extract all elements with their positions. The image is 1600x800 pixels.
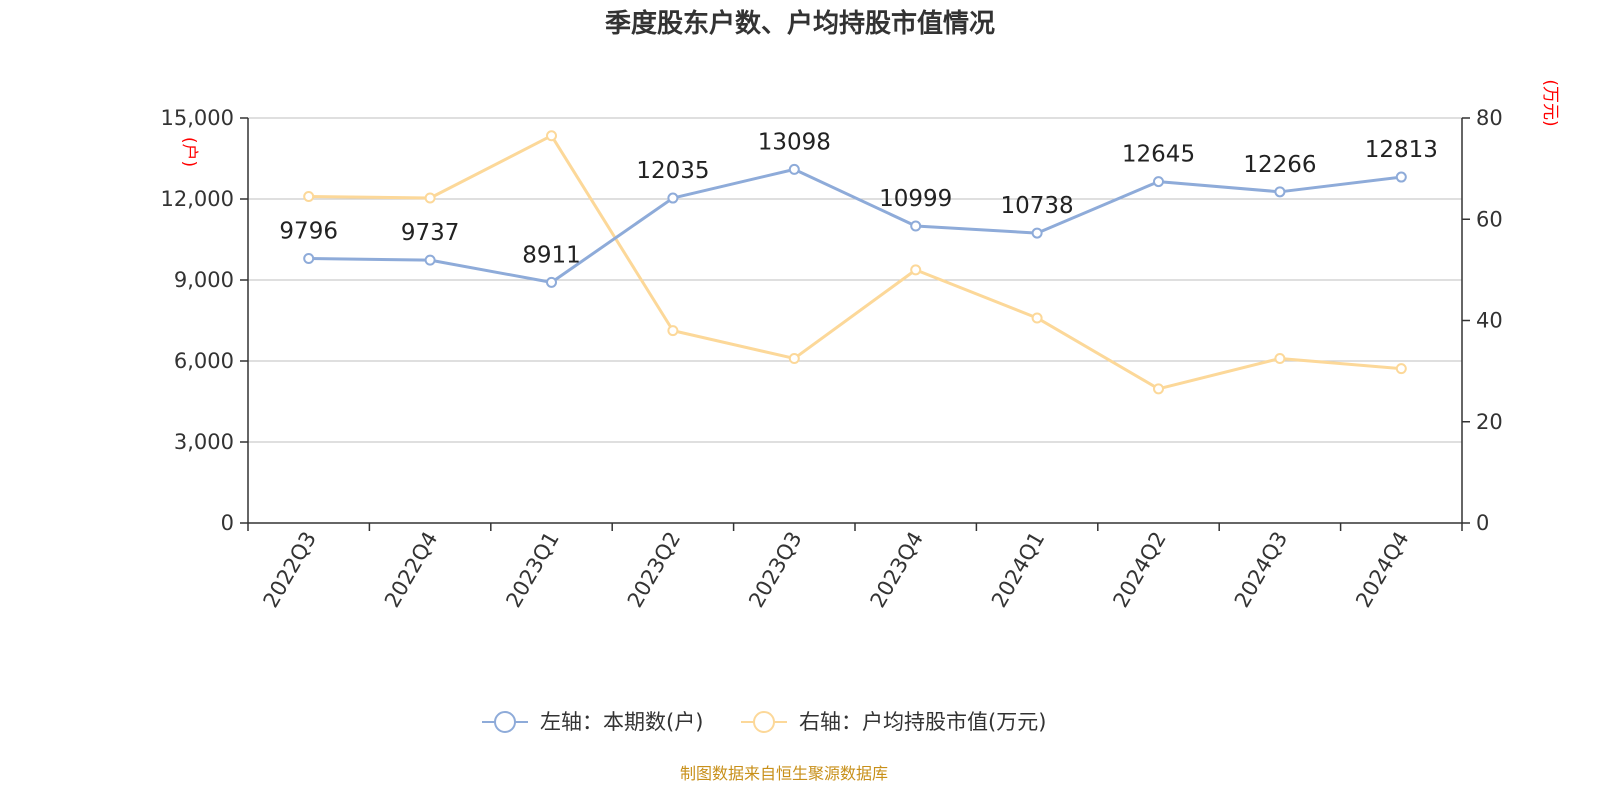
x-tick-label: 2023Q2: [623, 528, 685, 612]
data-label: 12813: [1365, 137, 1438, 163]
legend-item-left-series[interactable]: 左轴：本期数(户): [482, 710, 703, 734]
left-tick-label: 15,000: [161, 106, 234, 130]
legend[interactable]: 左轴：本期数(户) 右轴：户均持股市值(万元): [482, 710, 1046, 734]
data-label: 12266: [1243, 152, 1316, 178]
legend-item-right-series[interactable]: 右轴：户均持股市值(万元): [741, 710, 1046, 734]
data-label: 9737: [401, 220, 460, 246]
data-point: [1274, 186, 1286, 198]
data-label: 10738: [1001, 193, 1074, 219]
right-tick-label: 20: [1476, 410, 1503, 434]
data-point: [788, 352, 800, 364]
x-tick-label: 2022Q3: [259, 528, 321, 612]
data-point: [1153, 383, 1164, 395]
data-label: 9796: [279, 219, 338, 245]
data-point: [910, 264, 922, 276]
x-tick-label: 2024Q2: [1108, 528, 1170, 612]
data-point: [1031, 312, 1043, 324]
gridlines: [248, 117, 1462, 443]
data-point: [546, 130, 557, 142]
x-tick-label: 2023Q4: [866, 528, 928, 612]
data-point: [1031, 227, 1043, 239]
series-line: [308, 167, 1402, 284]
x-tick-label: 2022Q4: [380, 528, 442, 612]
data-point: [1395, 171, 1407, 183]
left-tick-label: 0: [221, 511, 234, 535]
data-point: [1395, 363, 1407, 375]
left-tick-label: 9,000: [174, 268, 234, 292]
data-point: [1274, 352, 1286, 364]
left-axis-unit: (户): [179, 137, 199, 167]
series-line: [308, 134, 1402, 391]
data-point: [788, 163, 800, 175]
right-axis-unit: (万元): [1540, 79, 1560, 126]
left-tick-label: 12,000: [161, 187, 234, 211]
x-tick-label: 2024Q3: [1230, 528, 1292, 612]
legend-label-right: 右轴：户均持股市值(万元): [799, 710, 1046, 734]
data-label: 10999: [879, 186, 952, 212]
right-tick-label: 60: [1476, 207, 1503, 231]
left-tick-label: 6,000: [174, 349, 234, 373]
data-label: 12035: [636, 158, 709, 184]
right-tick-label: 80: [1476, 106, 1503, 130]
x-tick-label: 2024Q4: [1351, 528, 1413, 612]
data-point: [303, 253, 315, 265]
right-tick-label: 40: [1476, 309, 1503, 333]
data-point: [424, 192, 436, 204]
right-tick-label: 0: [1476, 511, 1489, 535]
data-point: [910, 220, 922, 232]
x-tick-label: 2023Q3: [744, 528, 806, 612]
data-point: [546, 276, 557, 288]
data-point: [667, 192, 679, 204]
data-label: 8911: [522, 242, 581, 268]
data-labels: 9796 9737 8911 12035 13098 10999 10738 12645 122…: [279, 129, 1437, 268]
chart-title: 季度股东户数、户均持股市值情况: [605, 8, 995, 39]
legend-marker-right: [753, 711, 775, 733]
x-tick-label: 2024Q1: [987, 528, 1049, 612]
series-lines: [303, 130, 1407, 395]
data-label: 13098: [758, 129, 831, 155]
legend-label-left: 左轴：本期数(户): [540, 710, 703, 734]
left-tick-label: 3,000: [174, 430, 234, 454]
data-point: [1153, 176, 1164, 188]
x-tick-label: 2023Q1: [501, 528, 563, 612]
source-note: 制图数据来自恒生聚源数据库: [680, 764, 888, 783]
data-label: 12645: [1122, 142, 1195, 168]
legend-marker-left: [494, 711, 516, 733]
data-point: [303, 190, 315, 202]
data-point: [667, 325, 679, 337]
data-point: [424, 254, 436, 266]
